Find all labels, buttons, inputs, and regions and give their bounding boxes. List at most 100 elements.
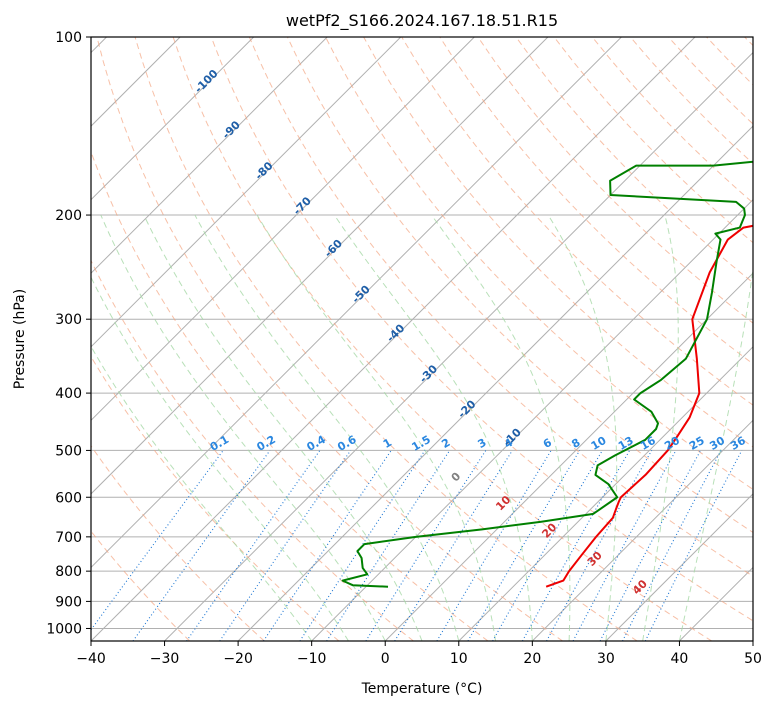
chart-title: wetPf2_S166.2024.167.18.51.R15: [286, 11, 558, 31]
grid-layer: [91, 37, 753, 641]
dry-adiabat: [134, 37, 638, 641]
isotherm: [237, 125, 753, 641]
moist-adiabat: [91, 345, 313, 641]
mixing-ratio-line: [132, 450, 271, 641]
y-tick-label: 400: [55, 386, 82, 402]
moist-adiabat: [642, 214, 679, 641]
isotherm: [311, 198, 753, 641]
dry-adiabat: [210, 37, 753, 622]
moist-adiabat: [256, 214, 497, 641]
y-tick-label: 1000: [46, 621, 82, 637]
isotherm-label: 30: [585, 549, 605, 569]
mixing-ratio-line: [394, 450, 513, 641]
isotherm-label: -70: [291, 194, 314, 217]
y-tick-label: 200: [55, 208, 82, 224]
isotherm-label: -80: [252, 159, 275, 182]
isotherm-label: -10: [501, 426, 524, 449]
x-tick-label: 40: [671, 651, 689, 667]
dry-adiabat: [706, 37, 753, 86]
mixing-ratio-line: [326, 450, 451, 641]
isotherm: [91, 37, 402, 348]
moist-adiabat: [91, 276, 349, 641]
x-tick-label: 20: [523, 651, 541, 667]
isotherm: [91, 37, 475, 422]
isotherm-label: 10: [493, 493, 513, 513]
mixing-ratio-label: 6: [541, 436, 554, 451]
mixing-ratio-label: 1: [381, 436, 394, 451]
isotherm: [91, 37, 696, 641]
mixing-ratio-line: [521, 450, 631, 641]
isotherm-label: 0: [449, 470, 464, 485]
mixing-ratio-line: [467, 450, 581, 641]
y-tick-label: 100: [55, 30, 82, 46]
isotherm: [91, 37, 255, 201]
mixing-ratio-line: [572, 450, 677, 641]
isotherm-label: 40: [630, 577, 650, 597]
moist-adiabat: [547, 214, 618, 641]
isotherm-label: -60: [322, 237, 345, 260]
mixing-ratio-label: 2: [439, 436, 452, 451]
y-tick-label: 600: [55, 490, 82, 506]
dry-adiabat: [91, 355, 340, 641]
mixing-ratio-line: [599, 450, 702, 641]
isotherm-label: -90: [220, 118, 243, 141]
isotherm: [752, 640, 753, 641]
isotherm: [384, 272, 753, 641]
y-tick-label: 900: [55, 594, 82, 610]
isotherm-label: -30: [417, 362, 440, 385]
dry-adiabat: [96, 37, 563, 641]
isotherm: [531, 419, 753, 641]
dry-adiabat: [91, 259, 414, 641]
dry-adiabat: [591, 37, 753, 204]
x-tick-label: 0: [381, 651, 390, 667]
dry-adiabat: [91, 530, 191, 641]
moist-adiabat: [678, 264, 753, 641]
mixing-ratio-line: [186, 450, 321, 641]
isotherm: [458, 346, 753, 641]
y-tick-label: 300: [55, 312, 82, 328]
mixing-ratio-line: [436, 450, 552, 641]
moist-adiabat: [194, 214, 460, 641]
moist-adiabat: [100, 214, 386, 641]
isotherm: [91, 37, 622, 569]
dewpoint-line: [341, 160, 753, 588]
x-tick-label: 10: [450, 651, 468, 667]
plot-frame: [90, 36, 754, 642]
x-tick-label: −30: [150, 651, 180, 667]
isotherm: [164, 51, 753, 641]
isotherm: [91, 37, 549, 495]
x-tick-label: 50: [744, 651, 762, 667]
dry-adiabat: [668, 37, 753, 125]
dry-adiabat: [286, 37, 753, 534]
mixing-ratio-line: [365, 450, 487, 641]
x-axis-title: Temperature (°C): [361, 681, 483, 697]
isotherm: [605, 493, 753, 641]
moist-adiabat: [431, 214, 571, 641]
x-tick-label: −40: [76, 651, 106, 667]
dry-adiabat: [91, 150, 489, 641]
y-tick-label: 500: [55, 443, 82, 459]
dry-adiabat: [91, 444, 265, 641]
mixing-ratio-label: 8: [569, 436, 582, 451]
isotherm-label: -100: [192, 67, 221, 96]
y-tick-label: 800: [55, 564, 82, 580]
isotherm-label: 20: [539, 520, 559, 540]
mixing-ratio-line: [91, 450, 224, 631]
x-tick-label: −10: [297, 651, 327, 667]
y-tick-label: 700: [55, 530, 82, 546]
dry-adiabat: [325, 37, 753, 490]
mixing-ratio-label: 3: [475, 436, 488, 451]
dry-adiabat: [744, 37, 753, 47]
dry-adiabat: [515, 37, 753, 284]
mixing-ratio-line: [263, 450, 392, 641]
temperature-line: [545, 224, 753, 588]
isotherm: [91, 37, 328, 274]
moist-adiabat: [333, 214, 533, 641]
x-tick-label: −20: [223, 651, 253, 667]
mixing-ratio-line: [219, 450, 352, 641]
moist-adiabat: [143, 214, 423, 641]
series-layer: [341, 160, 753, 588]
dry-adiabat: [248, 37, 753, 577]
dry-adiabat: [172, 37, 713, 641]
mixing-ratio-line: [299, 450, 426, 641]
